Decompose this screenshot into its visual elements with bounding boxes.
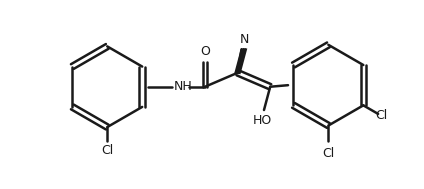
Text: O: O bbox=[200, 45, 210, 58]
Text: Cl: Cl bbox=[322, 147, 335, 160]
Text: NH: NH bbox=[174, 80, 193, 93]
Text: N: N bbox=[240, 33, 249, 46]
Text: Cl: Cl bbox=[375, 109, 388, 122]
Text: HO: HO bbox=[253, 114, 272, 127]
Text: Cl: Cl bbox=[101, 144, 113, 157]
